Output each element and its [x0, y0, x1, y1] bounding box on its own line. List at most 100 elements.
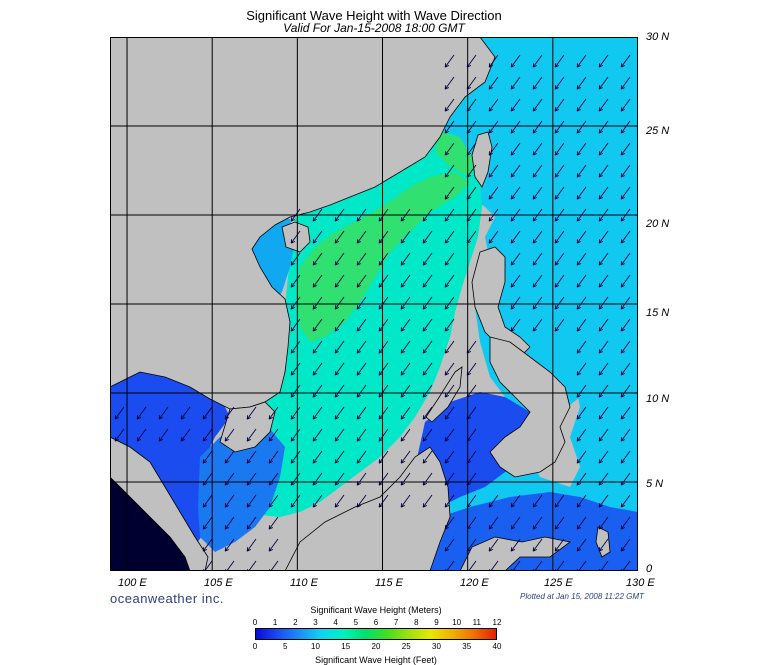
wave-direction-arrow	[334, 362, 345, 376]
wave-direction-arrow	[488, 120, 499, 134]
wave-direction-arrow	[202, 406, 213, 420]
wave-direction-arrow	[312, 274, 323, 288]
wave-direction-arrow	[422, 340, 433, 354]
wave-direction-arrow	[620, 340, 631, 354]
colorbar-feet-tick: 5	[283, 642, 288, 651]
wave-direction-arrow	[444, 406, 455, 420]
land-sulawesi	[459, 536, 571, 571]
lat-label-10n: 10 N	[646, 393, 670, 405]
wave-direction-arrow	[268, 494, 279, 508]
wave-direction-arrow	[400, 296, 411, 310]
wave-direction-arrow	[334, 274, 345, 288]
wave-direction-arrow	[598, 252, 609, 266]
wave-direction-arrow	[334, 494, 345, 508]
wave-direction-arrow	[444, 98, 455, 112]
wave-direction-arrow	[510, 76, 521, 90]
wave-direction-arrow	[576, 296, 587, 310]
wave-direction-arrow	[334, 296, 345, 310]
wave-direction-arrow	[576, 472, 587, 486]
wave-direction-arrow	[334, 208, 345, 222]
wave-direction-arrow	[312, 230, 323, 244]
wave-direction-arrow	[532, 538, 543, 552]
wave-direction-arrow	[378, 472, 389, 486]
wave-direction-arrow	[598, 494, 609, 508]
wave-direction-arrow	[488, 54, 499, 68]
wave-direction-arrow	[378, 428, 389, 442]
wave-direction-arrow	[598, 406, 609, 420]
wave-direction-arrow	[269, 560, 279, 571]
wave-direction-arrow	[510, 120, 521, 134]
wave-direction-arrow	[532, 98, 543, 112]
lon-label-115e: 115 E	[375, 577, 403, 589]
map-title: Significant Wave Height with Wave Direct…	[246, 8, 502, 23]
wave-direction-arrow	[422, 472, 433, 486]
lat-label-0: 0	[646, 563, 653, 575]
wave-direction-arrow	[598, 186, 609, 200]
wave-direction-arrow	[203, 560, 213, 571]
wave-direction-arrow	[576, 164, 587, 178]
wave-direction-arrow	[598, 230, 609, 244]
wave-direction-arrow	[444, 54, 455, 68]
wave-direction-arrow	[554, 318, 565, 332]
wave-direction-arrow	[290, 296, 301, 310]
wave-direction-arrow	[422, 428, 433, 442]
wave-direction-arrow	[598, 538, 609, 552]
wave-direction-arrow	[532, 296, 543, 310]
wave-direction-arrow	[422, 230, 433, 244]
wave-direction-arrow	[554, 98, 565, 112]
lon-label-120e: 120 E	[460, 577, 489, 589]
wave-direction-arrow	[290, 494, 301, 508]
lat-label-20n: 20 N	[646, 218, 670, 230]
wave-direction-arrow	[466, 54, 477, 68]
wave-direction-arrow	[334, 406, 345, 420]
wave-direction-arrow	[510, 318, 521, 332]
land-borneo	[284, 446, 451, 571]
wave-direction-arrow	[378, 494, 389, 508]
wave-direction-arrow	[488, 208, 499, 222]
colorbar-feet-tick: 25	[401, 642, 411, 651]
wave-direction-arrow	[290, 450, 301, 464]
wave-direction-arrow	[598, 296, 609, 310]
wave-direction-arrow	[290, 340, 301, 354]
colorbar-feet-tick: 20	[371, 642, 381, 651]
wave-direction-arrow	[378, 384, 389, 398]
wave-direction-arrow	[576, 208, 587, 222]
wave-direction-arrow	[422, 208, 433, 222]
wave-direction-arrow	[554, 76, 565, 90]
wave-direction-arrow	[532, 54, 543, 68]
wave-direction-arrow	[268, 450, 279, 464]
wave-direction-arrow	[202, 450, 213, 464]
wave-direction-arrow	[444, 428, 455, 442]
colorbar-feet-tick: 0	[252, 642, 258, 651]
wave-direction-arrow	[620, 406, 631, 420]
wave-direction-arrow	[554, 494, 565, 508]
wave-direction-arrow	[489, 560, 499, 571]
wave-direction-arrow	[532, 230, 543, 244]
colorbar-feet-ticks: 0 5 10 15 20 25 30 35 40	[252, 642, 502, 652]
wave-direction-arrow	[466, 428, 477, 442]
colorbar-meters-tick: 9	[434, 618, 439, 627]
wave-direction-arrow	[444, 516, 455, 530]
wave-direction-arrow	[312, 406, 323, 420]
wave-direction-arrow	[422, 252, 433, 266]
wave-direction-arrow	[268, 428, 279, 442]
colorbar-meters-tick: 12	[492, 618, 502, 627]
wave-direction-arrow	[312, 450, 323, 464]
wave-direction-arrow	[554, 230, 565, 244]
wave-direction-arrow	[620, 428, 631, 442]
wave-direction-arrow	[246, 406, 257, 420]
wave-direction-arrow	[467, 560, 477, 571]
wave-direction-arrow	[444, 186, 455, 200]
wave-direction-arrow	[224, 516, 235, 530]
wave-direction-arrow	[180, 406, 191, 420]
wave-direction-arrow	[378, 252, 389, 266]
wave-direction-arrow	[488, 142, 499, 156]
lat-label-25n: 25 N	[646, 125, 670, 137]
wave-direction-arrow	[554, 274, 565, 288]
colorbar-feet-tick: 40	[492, 642, 502, 651]
wave-direction-arrow	[422, 318, 433, 332]
lon-label-125e: 125 E	[544, 577, 573, 589]
wave-direction-arrow	[620, 230, 631, 244]
wave-direction-arrow	[488, 538, 499, 552]
wave-direction-arrow	[620, 252, 631, 266]
